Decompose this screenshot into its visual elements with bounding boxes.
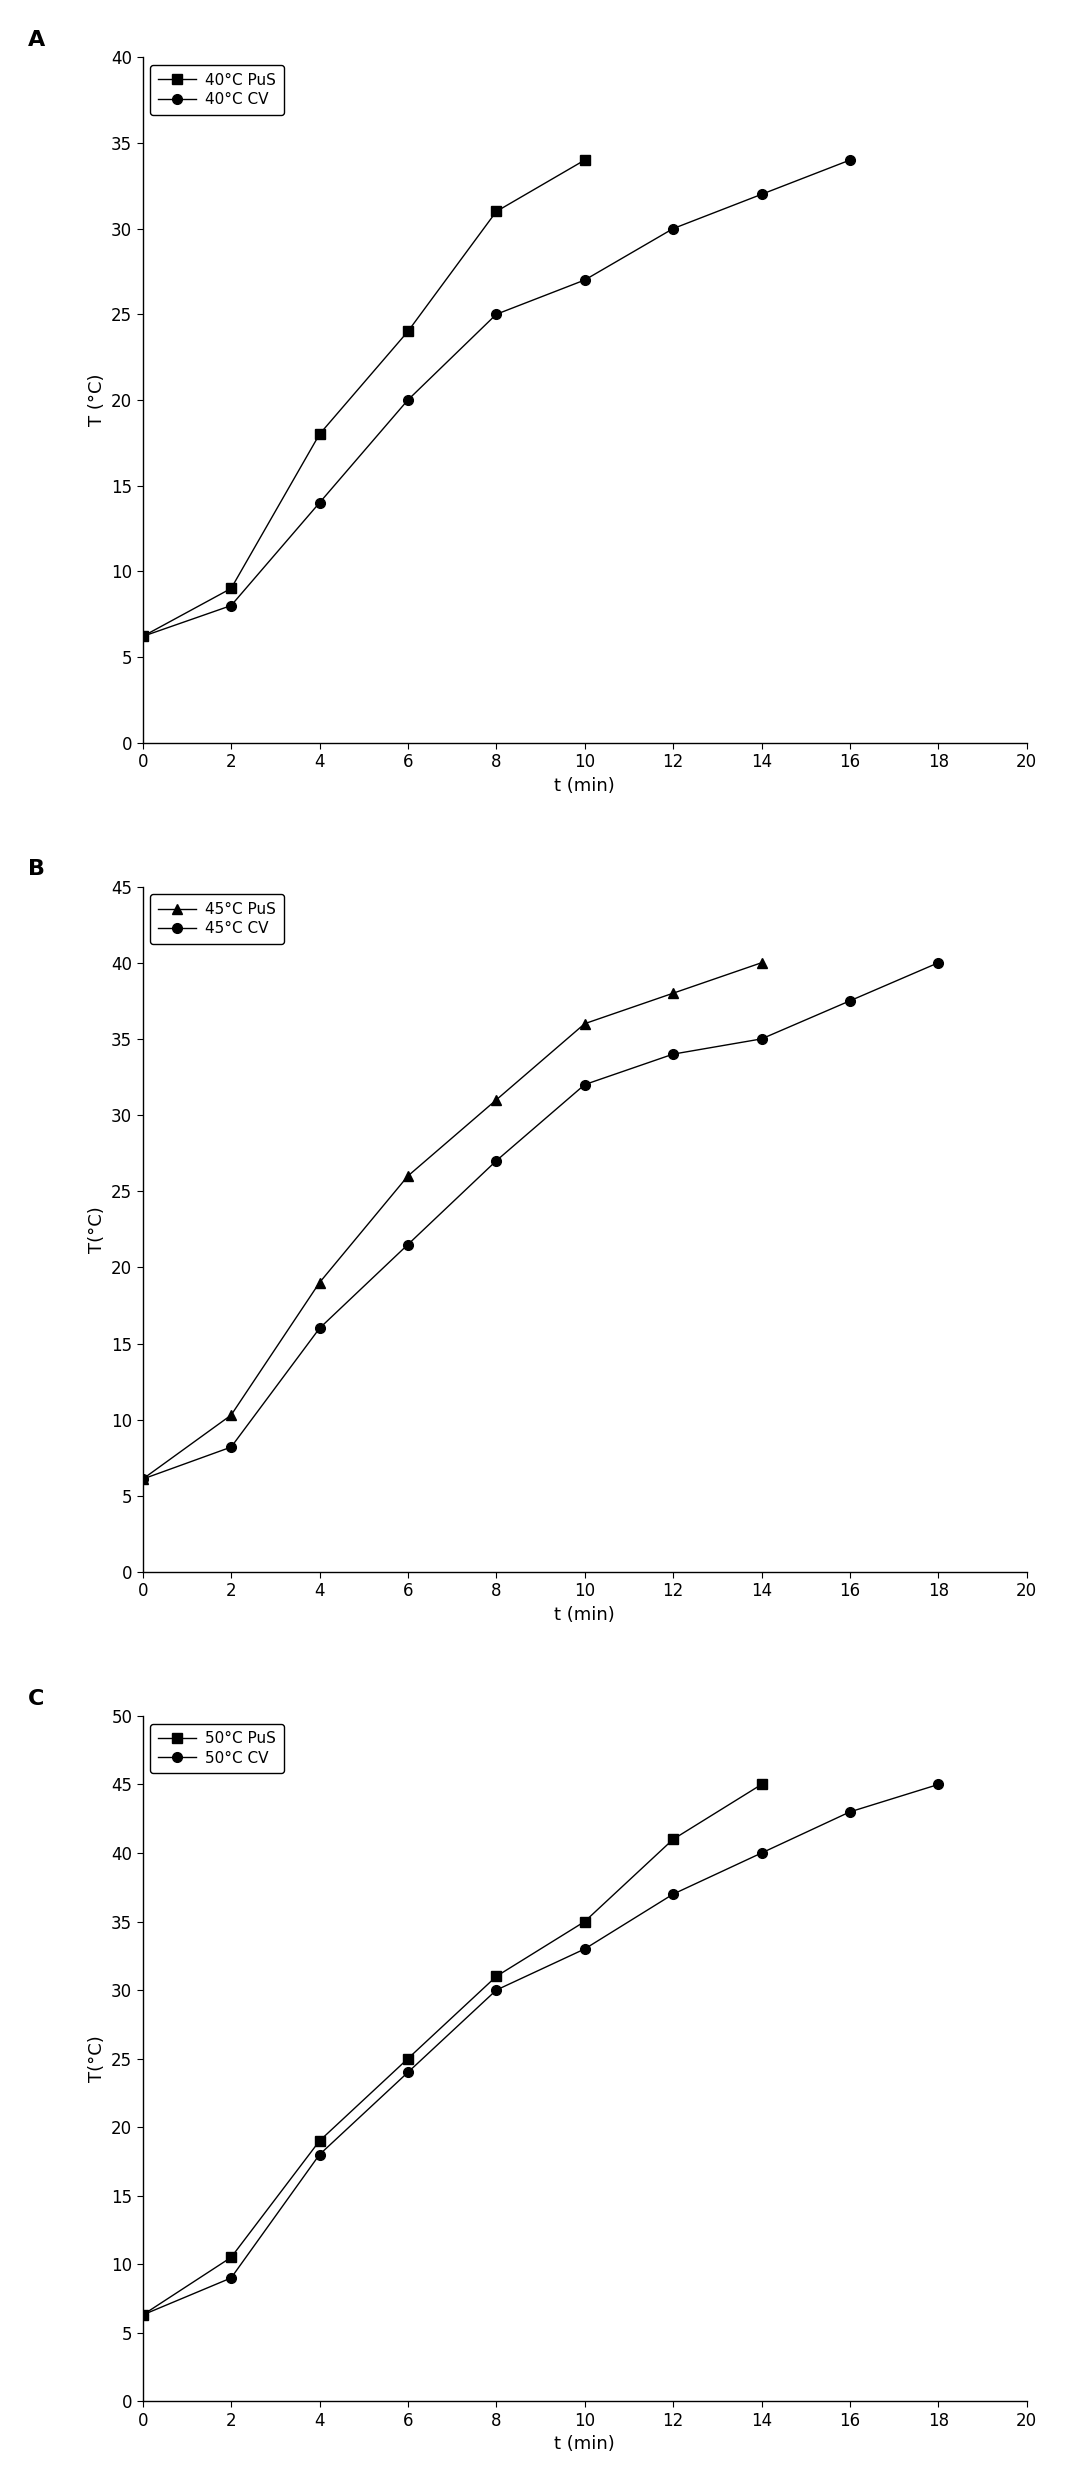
45°C CV xyxy=(755,1025,768,1055)
Line: 50°C PuS: 50°C PuS xyxy=(138,1779,766,2319)
50°C PuS xyxy=(490,1961,503,1990)
50°C CV xyxy=(313,2140,326,2170)
Y-axis label: T(°C): T(°C) xyxy=(88,1207,106,1251)
Y-axis label: T (°C): T (°C) xyxy=(88,373,106,425)
40°C PuS xyxy=(313,420,326,450)
45°C CV xyxy=(667,1040,680,1070)
45°C CV xyxy=(844,985,857,1015)
40°C PuS xyxy=(402,316,415,346)
50°C CV xyxy=(667,1878,680,1908)
45°C CV xyxy=(578,1070,591,1100)
40°C PuS xyxy=(225,575,238,605)
40°C PuS xyxy=(490,197,503,226)
Text: A: A xyxy=(28,30,45,50)
45°C PuS xyxy=(225,1401,238,1431)
40°C CV xyxy=(844,144,857,174)
40°C CV xyxy=(578,266,591,296)
Text: C: C xyxy=(28,1689,44,1709)
45°C CV xyxy=(402,1229,415,1259)
40°C CV xyxy=(490,299,503,328)
45°C PuS xyxy=(490,1085,503,1115)
50°C CV xyxy=(755,1839,768,1868)
45°C CV xyxy=(136,1463,149,1493)
Text: B: B xyxy=(28,858,45,878)
40°C CV xyxy=(225,590,238,620)
Line: 50°C CV: 50°C CV xyxy=(138,1779,943,2319)
50°C CV xyxy=(932,1769,944,1799)
45°C CV xyxy=(313,1314,326,1344)
45°C CV xyxy=(490,1147,503,1177)
40°C CV xyxy=(755,179,768,209)
50°C CV xyxy=(578,1933,591,1963)
50°C CV xyxy=(844,1796,857,1826)
50°C CV xyxy=(490,1975,503,2005)
45°C CV xyxy=(225,1433,238,1463)
45°C CV xyxy=(932,948,944,978)
40°C CV xyxy=(667,214,680,244)
45°C PuS xyxy=(313,1269,326,1299)
X-axis label: t (min): t (min) xyxy=(554,2436,615,2453)
Line: 45°C CV: 45°C CV xyxy=(138,958,943,1483)
40°C PuS xyxy=(136,622,149,652)
45°C PuS xyxy=(667,978,680,1008)
X-axis label: t (min): t (min) xyxy=(554,1605,615,1625)
Legend: 40°C PuS, 40°C CV: 40°C PuS, 40°C CV xyxy=(150,65,284,114)
50°C PuS xyxy=(578,1906,591,1936)
45°C PuS xyxy=(136,1463,149,1493)
50°C PuS xyxy=(225,2242,238,2272)
Y-axis label: T(°C): T(°C) xyxy=(88,2035,106,2082)
40°C PuS xyxy=(578,144,591,174)
50°C PuS xyxy=(313,2125,326,2155)
45°C PuS xyxy=(755,948,768,978)
40°C CV xyxy=(136,622,149,652)
Legend: 45°C PuS, 45°C CV: 45°C PuS, 45°C CV xyxy=(150,893,284,943)
50°C PuS xyxy=(402,2043,415,2073)
Line: 40°C CV: 40°C CV xyxy=(138,154,854,642)
45°C PuS xyxy=(402,1162,415,1192)
50°C PuS xyxy=(755,1769,768,1799)
Legend: 50°C PuS, 50°C CV: 50°C PuS, 50°C CV xyxy=(150,1724,284,1774)
45°C PuS xyxy=(578,1008,591,1037)
50°C PuS xyxy=(667,1824,680,1854)
X-axis label: t (min): t (min) xyxy=(554,776,615,794)
40°C CV xyxy=(313,488,326,518)
Line: 40°C PuS: 40°C PuS xyxy=(138,154,590,642)
40°C CV xyxy=(402,386,415,415)
Line: 45°C PuS: 45°C PuS xyxy=(138,958,766,1483)
50°C CV xyxy=(136,2299,149,2329)
50°C CV xyxy=(225,2264,238,2294)
50°C PuS xyxy=(136,2299,149,2329)
50°C CV xyxy=(402,2058,415,2087)
